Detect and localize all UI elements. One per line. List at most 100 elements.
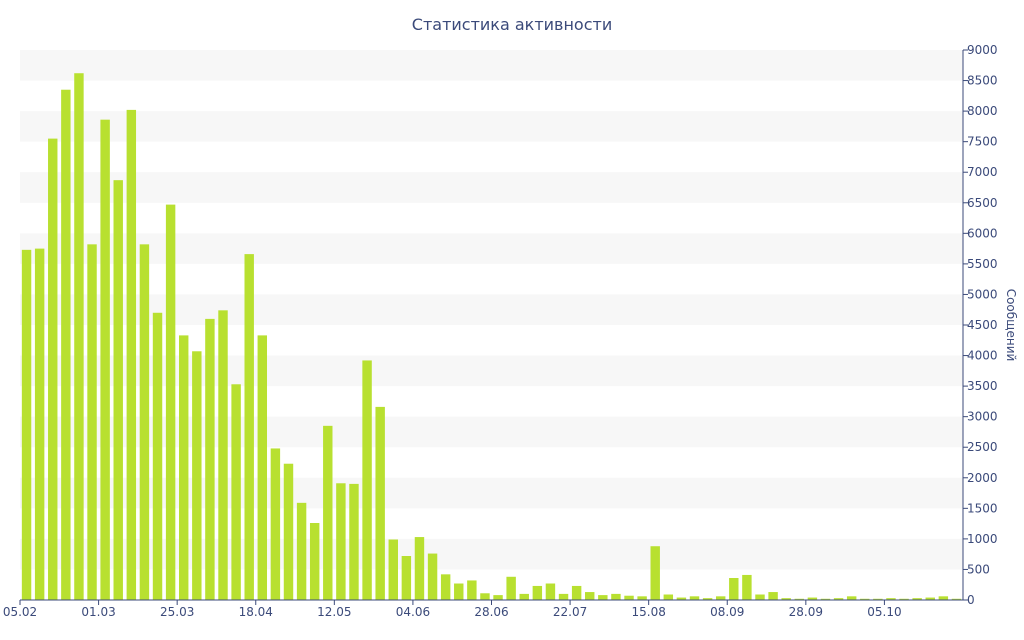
bar[interactable]: [139, 244, 150, 600]
bar[interactable]: [388, 539, 398, 601]
y-tick-label: 5500: [967, 257, 998, 271]
y-tick-label: 5000: [967, 287, 998, 301]
bar[interactable]: [100, 119, 110, 601]
bar[interactable]: [899, 598, 909, 600]
bar[interactable]: [938, 596, 949, 600]
bar[interactable]: [794, 598, 804, 600]
bar[interactable]: [179, 335, 189, 600]
bar[interactable]: [755, 594, 765, 601]
y-tick-label: 2000: [967, 471, 998, 485]
bar[interactable]: [454, 583, 464, 601]
x-tick-label: 04.06: [396, 605, 430, 619]
bar[interactable]: [427, 553, 438, 600]
bar[interactable]: [349, 483, 359, 600]
bar[interactable]: [205, 318, 215, 600]
bar[interactable]: [34, 248, 45, 601]
x-tick-label: 22.07: [553, 605, 587, 619]
bar[interactable]: [309, 523, 320, 600]
y-tick-label: 3500: [967, 379, 998, 393]
bar[interactable]: [611, 593, 621, 600]
bar[interactable]: [480, 593, 490, 600]
bar[interactable]: [598, 595, 608, 600]
bar[interactable]: [807, 597, 818, 600]
bar[interactable]: [846, 596, 857, 600]
grid-band: [20, 111, 963, 142]
bar[interactable]: [244, 254, 254, 601]
bar[interactable]: [545, 583, 556, 601]
bar[interactable]: [820, 598, 831, 600]
bar[interactable]: [74, 73, 84, 601]
bar[interactable]: [860, 598, 870, 600]
bar[interactable]: [21, 249, 32, 600]
y-tick-label: 4000: [967, 349, 998, 363]
bar[interactable]: [440, 574, 451, 600]
bar[interactable]: [951, 598, 962, 600]
x-tick-label: 05.10: [867, 605, 901, 619]
grid-band: [20, 50, 963, 81]
bar[interactable]: [61, 89, 71, 600]
y-tick-label: 8000: [967, 104, 998, 118]
bar[interactable]: [493, 595, 503, 600]
y-tick-label: 500: [967, 562, 990, 576]
bar[interactable]: [218, 310, 228, 600]
bar[interactable]: [467, 580, 477, 600]
bar[interactable]: [925, 597, 935, 600]
bar[interactable]: [126, 109, 137, 600]
x-tick-label: 05.02: [3, 605, 37, 619]
bar[interactable]: [192, 351, 202, 600]
y-tick-label: 6500: [967, 196, 998, 210]
bar[interactable]: [585, 592, 595, 600]
bar[interactable]: [336, 483, 346, 600]
grid-band: [20, 294, 963, 325]
bar[interactable]: [886, 598, 896, 600]
bar[interactable]: [519, 593, 529, 600]
bar[interactable]: [532, 585, 543, 600]
y-tick-label: 6000: [967, 226, 998, 240]
bar[interactable]: [506, 576, 516, 600]
bar[interactable]: [414, 537, 425, 600]
bar[interactable]: [296, 502, 307, 600]
bar[interactable]: [323, 425, 333, 600]
bar[interactable]: [231, 384, 241, 600]
grid-band: [20, 233, 963, 264]
bar[interactable]: [362, 360, 372, 600]
chart-title: Статистика активности: [411, 15, 613, 34]
bar[interactable]: [165, 204, 176, 601]
bar[interactable]: [257, 335, 268, 600]
bar[interactable]: [558, 593, 569, 600]
bar[interactable]: [48, 138, 58, 601]
bar[interactable]: [270, 448, 281, 600]
x-tick-label: 12.05: [317, 605, 351, 619]
bar[interactable]: [152, 312, 163, 600]
x-tick-label: 15.08: [631, 605, 665, 619]
bar[interactable]: [715, 596, 726, 600]
bar[interactable]: [650, 546, 660, 600]
x-tick-label: 28.06: [474, 605, 508, 619]
grid-band: [20, 477, 963, 509]
bar[interactable]: [375, 406, 385, 600]
bar[interactable]: [689, 596, 700, 600]
x-axis-ticks: 05.02 01.03 25.03 18.04 12.05 04.06 28.06 22.07…: [3, 600, 902, 619]
bar[interactable]: [768, 592, 778, 600]
bar[interactable]: [781, 598, 791, 600]
bar[interactable]: [676, 597, 687, 600]
bar[interactable]: [663, 594, 674, 601]
bar[interactable]: [401, 556, 412, 600]
y-tick-label: 7500: [967, 135, 998, 149]
bar[interactable]: [624, 595, 634, 600]
x-tick-label: 01.03: [81, 605, 115, 619]
bar[interactable]: [729, 578, 739, 600]
bar[interactable]: [571, 585, 582, 600]
bar[interactable]: [283, 463, 294, 600]
bar[interactable]: [637, 596, 647, 600]
bar[interactable]: [87, 244, 97, 600]
bar[interactable]: [742, 574, 752, 600]
y-tick-label: 7000: [967, 165, 998, 179]
bar[interactable]: [113, 180, 123, 601]
bar[interactable]: [873, 598, 883, 600]
y-tick-label: 4500: [967, 318, 998, 332]
bar[interactable]: [702, 598, 713, 600]
bar[interactable]: [833, 598, 844, 600]
bar[interactable]: [912, 598, 922, 600]
